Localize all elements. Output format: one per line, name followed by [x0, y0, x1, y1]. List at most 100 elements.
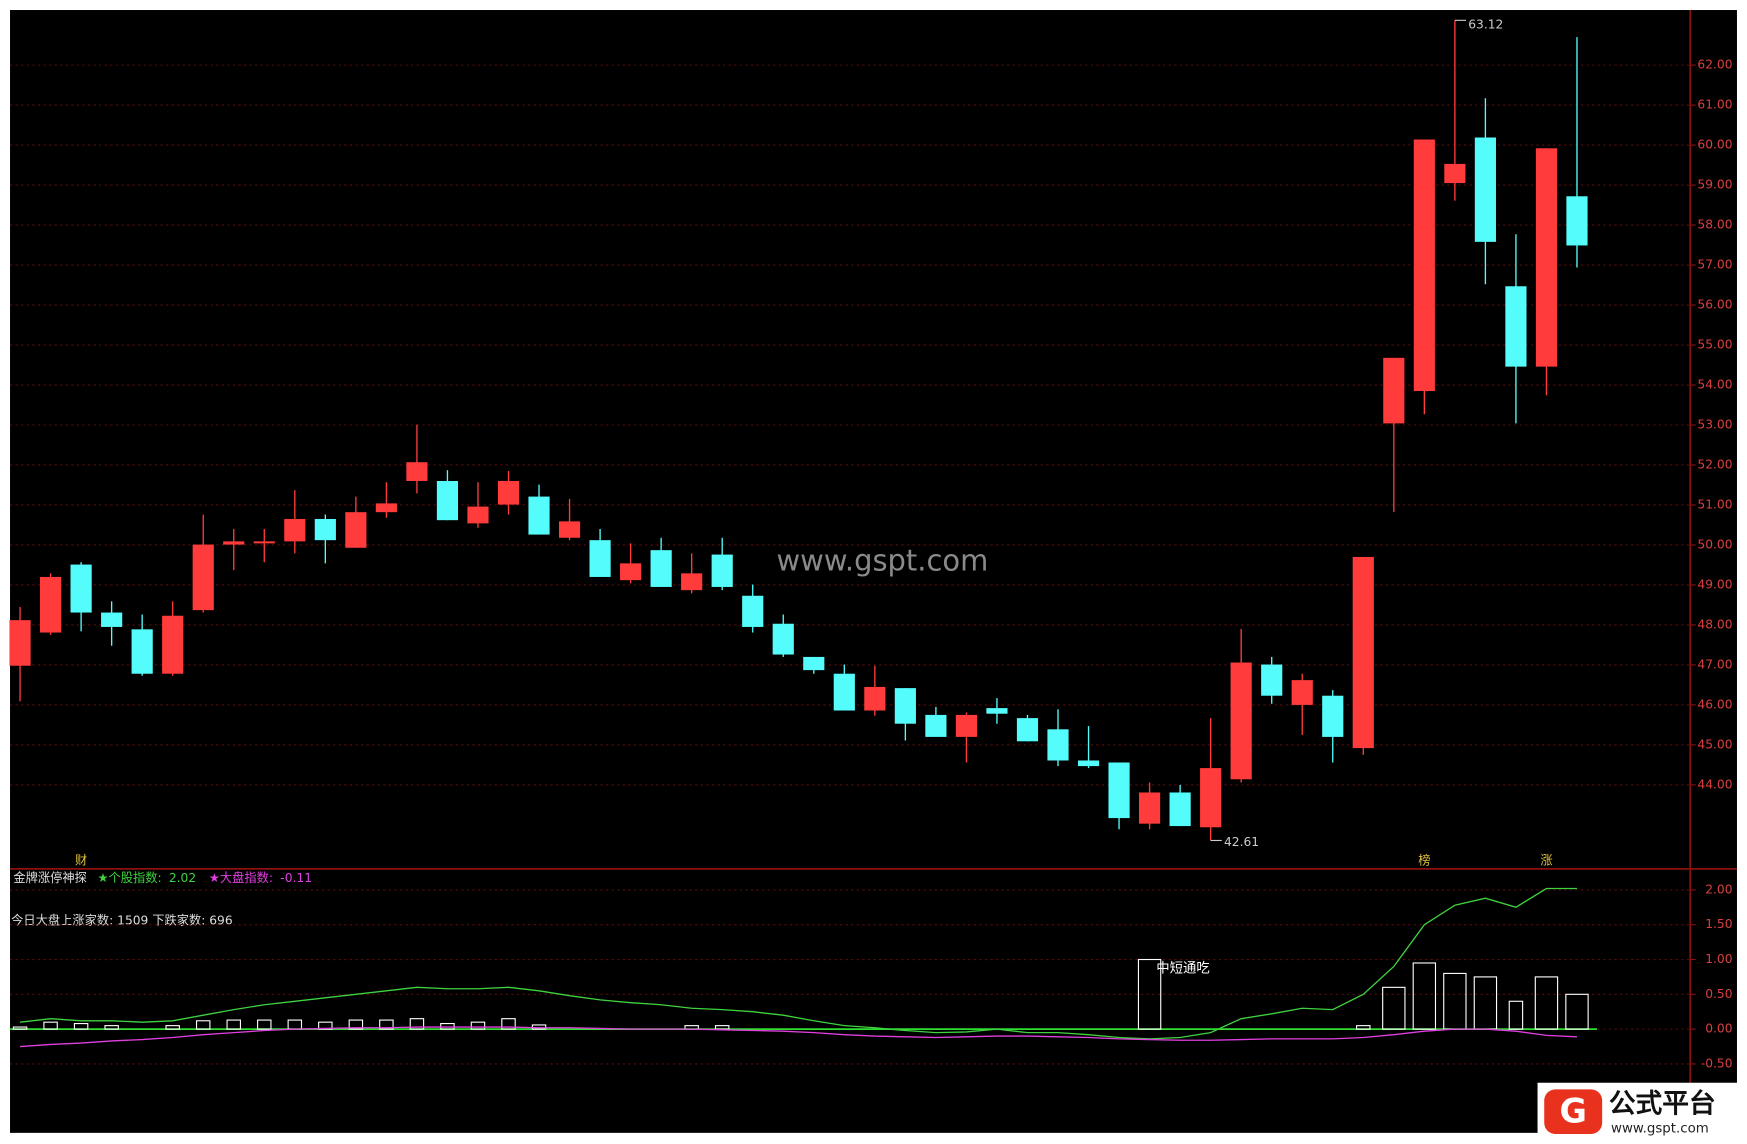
candle-body	[925, 714, 947, 737]
candle-body	[223, 541, 245, 545]
candle-body	[1413, 139, 1435, 392]
candle-body	[1077, 760, 1100, 767]
candle-body	[1474, 137, 1496, 242]
logo: G 公式平台 www.gspt.com	[1537, 1082, 1739, 1141]
bar	[1382, 986, 1406, 1030]
bar	[165, 1025, 180, 1030]
y-tick-label: 44.00	[1697, 777, 1732, 791]
y-tick-label: 0.00	[1705, 1022, 1732, 1036]
bar	[73, 1022, 89, 1030]
y-tick-label: 2.00	[1705, 882, 1732, 896]
bar	[440, 1022, 455, 1030]
candle-body	[803, 656, 825, 671]
y-tick-label: 49.00	[1697, 577, 1732, 591]
min-label: 42.61	[1224, 835, 1259, 849]
candle-body	[681, 573, 703, 591]
y-tick-label: 54.00	[1697, 378, 1732, 392]
y-tick-label: 55.00	[1697, 338, 1732, 352]
candle-body	[131, 629, 153, 674]
y-tick-label: 51.00	[1697, 497, 1732, 511]
chart-background	[10, 10, 1737, 1133]
y-tick-label: 58.00	[1697, 218, 1732, 232]
candle-body	[406, 462, 428, 481]
candle-body	[986, 708, 1008, 714]
y-tick-label: 59.00	[1697, 178, 1732, 192]
event-label: 涨	[1540, 853, 1552, 868]
bar	[501, 1018, 516, 1030]
logo-icon	[1544, 1089, 1603, 1134]
candle-body	[1230, 662, 1252, 780]
candle-body	[436, 480, 459, 521]
bar	[1137, 958, 1162, 1030]
logo-url: www.gspt.com	[1611, 1121, 1709, 1136]
bar	[1412, 962, 1437, 1030]
candle-body	[589, 540, 611, 577]
candle-body	[1444, 163, 1466, 184]
y-tick-label: 57.00	[1697, 258, 1732, 272]
candle-body	[1169, 792, 1191, 827]
logo-text: 公式平台	[1609, 1088, 1716, 1120]
bar	[226, 1019, 241, 1030]
candle-body	[101, 612, 123, 627]
candle-body	[345, 512, 367, 548]
candle-body	[894, 688, 916, 724]
event-label: 财	[75, 854, 87, 868]
candle-body	[1322, 695, 1344, 737]
y-tick-label: 1.50	[1705, 917, 1732, 931]
candle-body	[375, 503, 397, 513]
candle-body	[1108, 762, 1130, 819]
candle-body	[39, 576, 62, 633]
annotation: 中短通吃	[1156, 960, 1209, 976]
legend-name: ★个股指数:	[97, 869, 161, 884]
series-line	[20, 1026, 1578, 1048]
candle-body	[70, 564, 92, 613]
y-tick-label: 1.00	[1705, 952, 1732, 966]
candle-body	[1261, 664, 1283, 696]
bar	[379, 1019, 394, 1030]
y-tick-label: 45.00	[1697, 737, 1732, 751]
y-tick-label: 52.00	[1697, 457, 1732, 471]
y-tick-label: 48.00	[1697, 617, 1732, 631]
indicator-subtitle: 今日大盘上涨家数: 1509 下跌家数: 696	[11, 913, 233, 928]
y-tick-label: 53.00	[1697, 418, 1732, 432]
candle-body	[1505, 286, 1527, 367]
candle-body	[1566, 196, 1588, 246]
bar	[470, 1021, 486, 1030]
candle-body	[558, 521, 581, 538]
max-label: 63.12	[1468, 17, 1503, 31]
candle-body	[772, 623, 794, 655]
legend-value: -0.11	[280, 870, 312, 884]
bar	[43, 1021, 58, 1030]
candle-body	[9, 620, 31, 666]
candle-body	[742, 595, 764, 627]
bar	[348, 1019, 364, 1030]
y-tick-label: 62.00	[1697, 58, 1732, 72]
candle-body	[497, 480, 520, 505]
indicator-header: 金牌涨停神探 ★个股指数: 2.02 ★大盘指数: -0.11	[13, 869, 312, 884]
legend-value: 2.02	[169, 870, 196, 884]
candle-body	[955, 714, 978, 737]
bar	[104, 1025, 119, 1030]
y-tick-label: 60.00	[1697, 138, 1732, 152]
event-label: 榜	[1418, 853, 1430, 868]
watermark: www.gspt.com	[776, 544, 988, 578]
candle-body	[314, 518, 336, 541]
candle-body	[162, 615, 184, 674]
series-line	[19, 887, 1577, 1040]
bar	[1565, 993, 1589, 1030]
candle-body	[833, 673, 855, 711]
legend-name: ★大盘指数:	[209, 869, 273, 884]
bar	[714, 1025, 730, 1030]
candle-body	[650, 550, 672, 587]
candle-body	[467, 506, 489, 524]
candle-body	[1200, 768, 1222, 828]
bar	[318, 1021, 333, 1030]
candle-body	[1139, 792, 1161, 824]
y-tick-label: 61.00	[1697, 98, 1732, 112]
bar	[409, 1018, 425, 1030]
candle-body	[1383, 357, 1405, 424]
y-tick-label: 0.50	[1705, 987, 1732, 1001]
bar	[195, 1020, 211, 1030]
